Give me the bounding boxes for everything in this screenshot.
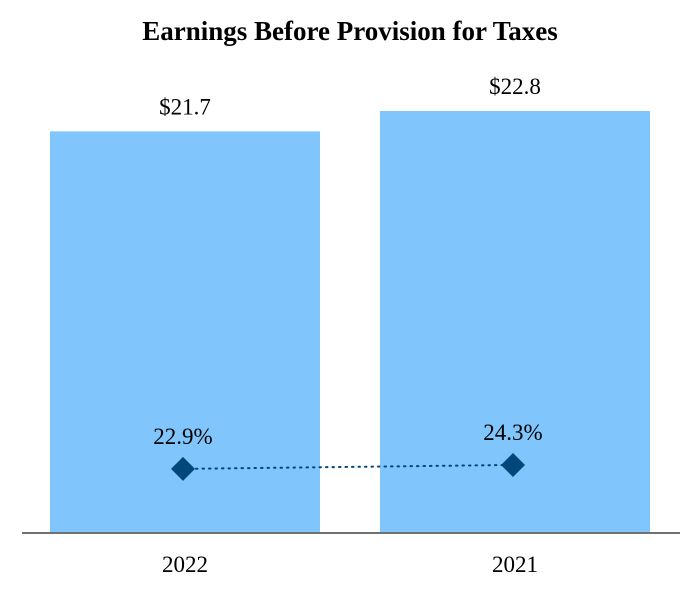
chart-title: Earnings Before Provision for Taxes: [142, 16, 558, 46]
margin-value-label-2021: 24.3%: [483, 420, 542, 445]
x-tick-group: 2022 2021: [162, 552, 538, 577]
margin-marker-2021: [501, 452, 525, 477]
margin-connector-line: [182, 463, 514, 470]
bar-label-group: $21.7 $22.8: [159, 74, 541, 119]
x-tick-label-2021: 2021: [492, 552, 538, 577]
x-tick-label-2022: 2022: [162, 552, 208, 577]
margin-line-group: 22.9% 24.3%: [153, 420, 543, 481]
margin-marker-2022: [171, 456, 195, 481]
bar-value-label-2021: $22.8: [489, 74, 541, 99]
bar-value-label-2022: $21.7: [159, 94, 211, 119]
margin-value-label-2022: 22.9%: [153, 424, 212, 449]
bar-group: [50, 111, 650, 533]
